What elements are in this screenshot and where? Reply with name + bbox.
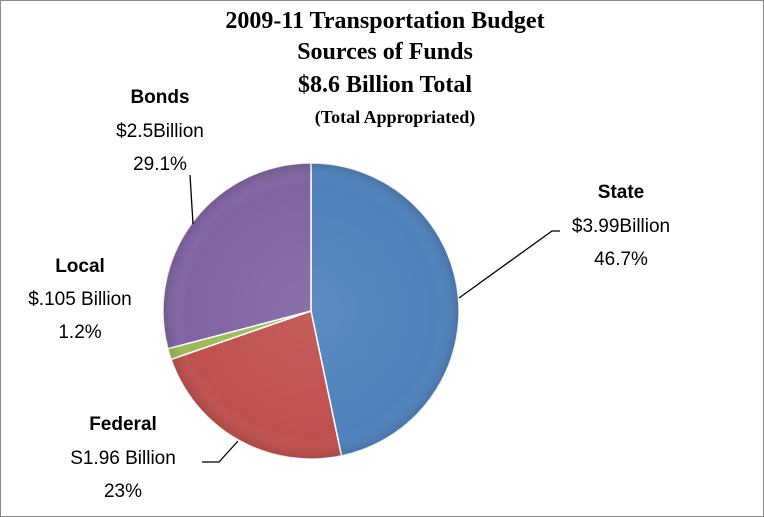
label-state-name: State [598,182,644,203]
label-bonds-amount: $2.5Billion [116,121,204,142]
leader-line-state [458,230,560,299]
label-bonds-percent: 29.1% [133,154,187,175]
label-local-amount: $.105 Billion [28,289,132,310]
label-local-percent: 1.2% [58,322,101,343]
label-bonds-name: Bonds [130,87,189,108]
label-federal-percent: 23% [104,481,142,502]
label-federal-amount: S1.96 Billion [70,448,176,469]
pie-slice-state [310,162,460,457]
leader-line-federal [202,440,239,463]
label-local-name: Local [55,256,105,277]
label-state-amount: $3.99Billion [572,216,670,237]
leader-line-bonds [189,174,194,225]
label-federal-name: Federal [89,414,157,435]
chart-title-line-4: (Total Appropriated) [315,107,476,128]
chart-title-line-1: 2009-11 Transportation Budget [225,8,544,34]
label-state-percent: 46.7% [594,249,648,270]
chart-title-line-2: Sources of Funds [297,39,473,65]
chart-title-line-3: $8.6 Billion Total [298,72,472,98]
